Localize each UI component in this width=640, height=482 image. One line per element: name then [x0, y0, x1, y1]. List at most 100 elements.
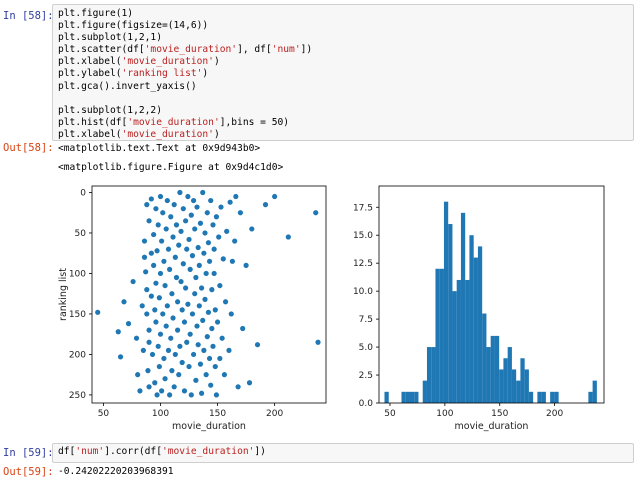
code-token: plt.gca().invert_yaxis(): [58, 80, 197, 92]
hist-bar: [503, 358, 508, 403]
code-string: 'ranking list': [121, 68, 203, 80]
scatter-point: [173, 222, 180, 228]
scatter-point: [204, 210, 210, 216]
scatter-point: [210, 222, 216, 228]
scatter-point: [137, 388, 143, 394]
hist-frame: [378, 185, 605, 404]
hist-bar: [422, 380, 427, 403]
scatter-point: [153, 206, 159, 212]
scatter-point: [169, 291, 175, 297]
scatter-point: [130, 278, 136, 285]
scatter-point: [272, 193, 278, 200]
scatter-point: [165, 347, 172, 353]
scatter-point: [212, 307, 218, 313]
scatter-point: [139, 303, 145, 309]
scatter-point: [219, 335, 225, 341]
hist-bar: [486, 347, 491, 403]
scatter-point: [115, 329, 121, 335]
code-token: plt.subplot(1,2,1): [58, 32, 162, 44]
output-prompt-59: Out[59]:: [3, 466, 54, 478]
x-tick-label: 150: [209, 409, 226, 419]
hist-bar: [592, 380, 597, 403]
scatter-point: [211, 270, 217, 277]
hist-bar: [524, 369, 529, 403]
scatter-point: [186, 363, 192, 370]
hist-bar: [550, 391, 555, 403]
scatter-point: [192, 226, 198, 232]
scatter-point: [157, 193, 164, 200]
scatter-point: [181, 388, 188, 394]
scatter-point: [237, 210, 243, 216]
x-tick-label: 150: [491, 409, 508, 419]
scatter-point: [243, 262, 249, 268]
scatter-point: [162, 376, 168, 382]
scatter-point: [198, 390, 205, 396]
scatter-point: [187, 266, 193, 272]
input-prompt-58: In [58]:: [3, 10, 54, 22]
scatter-point: [177, 343, 183, 349]
code-cell-58[interactable]: plt.figure(1) plt.figure(figsize=(14,6)) p…: [52, 4, 634, 141]
hist-bar: [439, 268, 444, 403]
hist-bar: [537, 391, 542, 403]
hist-bar: [554, 391, 559, 403]
x-tick-label: 200: [546, 409, 563, 419]
scatter-point: [156, 363, 162, 370]
code-line: plt.xlabel('movie_duration'): [58, 129, 312, 141]
hist-bar: [456, 279, 461, 403]
code-line: plt.gca().invert_yaxis(): [58, 81, 312, 93]
hist-bar: [469, 235, 474, 403]
x-tick-label: 200: [266, 409, 283, 419]
scatter-point: [155, 343, 161, 349]
scatter-point: [178, 228, 184, 234]
code-editor-59[interactable]: df['num'].corr(df['movie_duration']): [58, 446, 266, 458]
y-tick-label: 0.0: [359, 399, 374, 409]
scatter-point: [151, 231, 157, 238]
scatter-point: [152, 380, 158, 386]
scatter-point: [226, 347, 232, 353]
scatter-point: [169, 368, 175, 374]
y-tick-label: 12.5: [353, 259, 373, 269]
scatter-point: [157, 270, 164, 277]
scatter-point: [154, 248, 160, 254]
scatter-point: [217, 355, 223, 362]
scatter-point: [179, 307, 185, 313]
scatter-point: [146, 384, 152, 390]
hist-bar: [541, 391, 546, 403]
scatter-point: [197, 220, 204, 226]
scatter-point: [153, 319, 159, 325]
scatter-point: [185, 301, 191, 307]
hist-bar: [435, 268, 440, 403]
code-token: ): [213, 56, 220, 68]
scatter-point: [184, 246, 190, 252]
code-editor-58[interactable]: plt.figure(1) plt.figure(figsize=(14,6)) p…: [58, 8, 312, 141]
scatter-point: [315, 339, 321, 345]
code-token: ], df[: [237, 44, 272, 56]
hist-bar: [405, 391, 410, 403]
code-line: [58, 93, 312, 105]
scatter-point: [201, 347, 207, 353]
code-cell-59[interactable]: df['num'].corr(df['movie_duration']): [52, 443, 634, 463]
scatter-point: [180, 206, 186, 212]
x-axis-label: movie_duration: [455, 421, 529, 432]
code-token: ): [213, 128, 220, 140]
scatter-point: [212, 363, 218, 370]
scatter-point: [196, 262, 202, 268]
scatter-point: [193, 377, 199, 383]
hist-bar: [490, 335, 495, 403]
scatter-point: [200, 317, 206, 324]
code-token: plt.xlabel(: [58, 128, 122, 140]
y-tick-label: 0: [80, 188, 86, 198]
scatter-point: [165, 246, 172, 252]
hist-bar: [465, 279, 470, 403]
scatter-point: [203, 270, 209, 277]
hist-bar: [460, 212, 466, 403]
scatter-point: [164, 303, 170, 309]
scatter-point: [180, 261, 186, 267]
scatter-point: [170, 234, 176, 240]
scatter-point: [192, 291, 198, 297]
scatter-point: [200, 189, 206, 196]
hist-bar: [443, 201, 449, 403]
scatter-point: [213, 214, 220, 220]
code-line: plt.scatter(df['movie_duration'], df['nu…: [58, 44, 312, 56]
scatter-point: [176, 242, 182, 248]
